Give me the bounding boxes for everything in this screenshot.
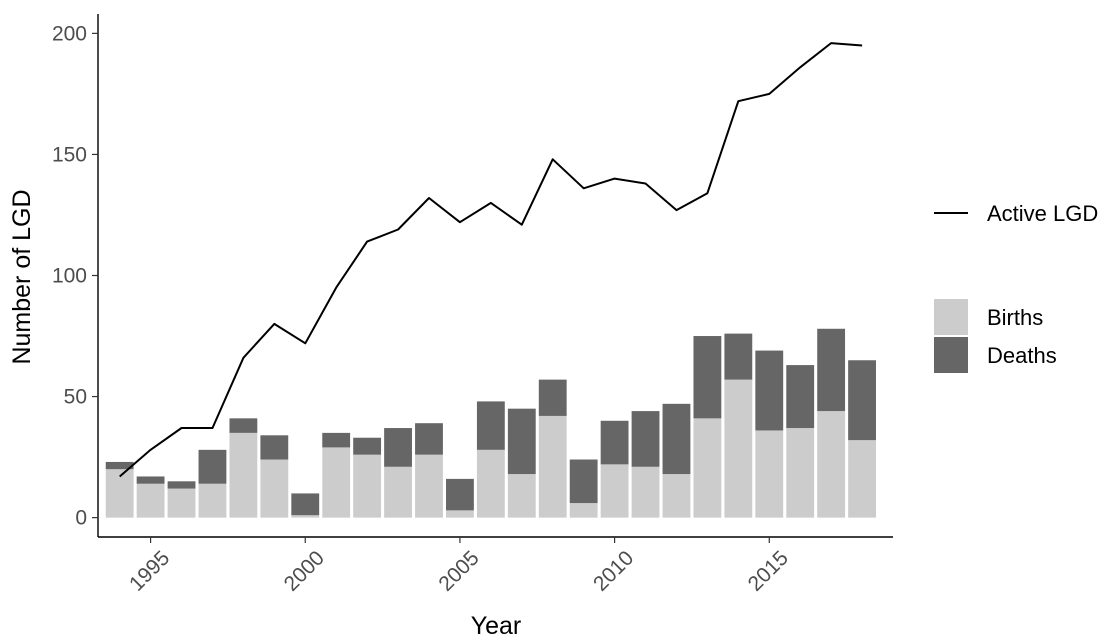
x-tick-label: 2000 [280, 546, 329, 595]
y-tick-label: 50 [64, 386, 87, 409]
bar-deaths-2001 [322, 432, 351, 448]
legend-label-active-lgd: Active LGD [987, 201, 1098, 226]
bar-deaths-2010 [600, 420, 629, 465]
bar-births-2008 [538, 415, 567, 518]
bar-births-2004 [415, 454, 443, 518]
y-axis-title: Number of LGD [8, 189, 36, 364]
bar-births-2002 [353, 454, 382, 518]
bar-births-2001 [322, 447, 351, 518]
legend-label-births: Births [987, 305, 1043, 330]
bar-births-2018 [848, 440, 876, 518]
bar-layer [105, 328, 876, 518]
bar-births-1994 [105, 469, 134, 518]
bar-births-2013 [693, 418, 722, 518]
bar-deaths-1998 [229, 418, 258, 433]
bar-births-2014 [724, 379, 753, 518]
bar-deaths-1994 [105, 461, 134, 470]
legend-key-births [934, 299, 968, 335]
bar-births-2012 [662, 474, 691, 518]
bar-deaths-2012 [662, 403, 691, 475]
bar-deaths-1996 [167, 481, 196, 489]
x-tick-label: 1995 [125, 546, 174, 595]
y-tick-label: 100 [52, 265, 87, 288]
bar-births-1998 [229, 432, 258, 518]
bar-births-2007 [507, 474, 536, 518]
y-tick-label: 0 [75, 507, 87, 530]
bar-births-1999 [260, 459, 289, 518]
bar-deaths-2000 [291, 493, 320, 516]
bar-births-2003 [384, 466, 412, 518]
bar-deaths-2003 [384, 428, 412, 467]
bar-deaths-1999 [260, 435, 289, 460]
bar-births-2011 [631, 466, 660, 518]
legend: Active LGD Births Deaths [934, 201, 1098, 373]
bar-births-2009 [569, 503, 598, 518]
bar-deaths-2011 [631, 411, 660, 467]
bar-births-2000 [291, 515, 320, 518]
bar-deaths-2002 [353, 437, 382, 455]
bar-deaths-2015 [755, 350, 784, 431]
active-lgd-line [119, 42, 863, 478]
bar-births-2006 [476, 449, 505, 518]
bar-deaths-2016 [786, 365, 815, 429]
bar-deaths-1995 [136, 476, 165, 484]
bar-births-2015 [755, 430, 784, 518]
x-tick-label: 2005 [434, 546, 483, 595]
y-tick-label: 150 [52, 143, 87, 166]
bar-deaths-2008 [538, 379, 567, 416]
line-layer [119, 42, 863, 478]
bar-deaths-2007 [507, 408, 536, 475]
bar-births-1997 [198, 483, 227, 518]
bar-deaths-2018 [848, 360, 876, 441]
bar-deaths-2014 [724, 333, 753, 380]
bar-deaths-2013 [693, 336, 722, 419]
bar-births-2017 [817, 411, 846, 518]
x-tick-label: 2010 [589, 546, 638, 595]
bar-deaths-2006 [476, 401, 505, 450]
bar-deaths-1997 [198, 449, 227, 484]
y-tick-label: 200 [52, 22, 87, 45]
bar-births-2010 [600, 464, 629, 518]
bar-deaths-2005 [446, 478, 474, 511]
x-axis-title: Year [471, 612, 522, 639]
bar-births-2005 [446, 510, 474, 518]
bar-deaths-2009 [569, 459, 598, 504]
bar-deaths-2017 [817, 328, 846, 412]
bar-births-1995 [136, 483, 165, 518]
legend-key-deaths [934, 337, 968, 373]
legend-label-deaths: Deaths [987, 343, 1057, 368]
bar-deaths-2004 [415, 423, 443, 455]
x-tick-label: 2015 [744, 546, 793, 595]
bar-births-2016 [786, 428, 815, 518]
bar-births-1996 [167, 488, 196, 518]
